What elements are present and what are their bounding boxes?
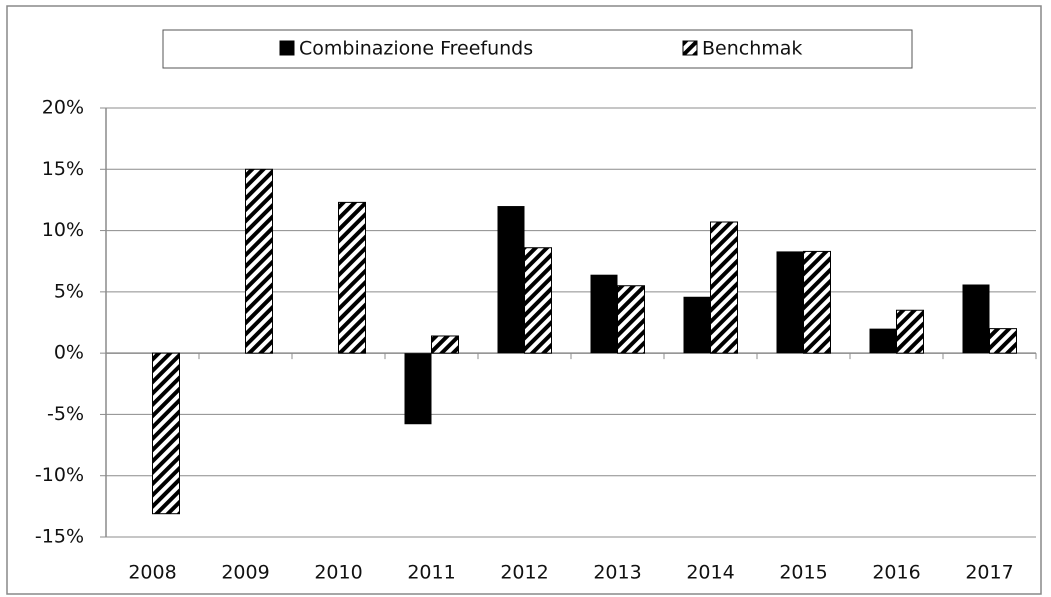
x-tick-label: 2015 — [779, 562, 827, 584]
bar — [803, 250, 831, 354]
x-tick-label: 2009 — [221, 562, 269, 584]
bar — [869, 328, 897, 354]
y-tick-label: -10% — [35, 464, 84, 486]
legend-swatch — [682, 40, 698, 56]
x-tick-label: 2017 — [965, 562, 1013, 584]
bar — [497, 206, 525, 354]
x-tick-label: 2008 — [128, 562, 176, 584]
bar — [962, 284, 990, 354]
x-tick-label: 2016 — [872, 562, 920, 584]
bar — [776, 251, 804, 354]
bar — [245, 168, 273, 354]
legend-label: Benchmak — [702, 38, 802, 60]
legend-label: Combinazione Freefunds — [299, 38, 533, 60]
bar — [710, 221, 738, 354]
bar — [404, 353, 432, 425]
y-tick-label: 10% — [42, 219, 84, 241]
x-tick-label: 2011 — [407, 562, 455, 584]
bar — [989, 328, 1017, 354]
bar — [617, 285, 645, 354]
bar — [896, 309, 924, 354]
y-tick-label: -5% — [47, 403, 84, 425]
x-tick-label: 2014 — [686, 562, 734, 584]
y-tick-label: 5% — [54, 280, 84, 302]
y-tick-label: -15% — [35, 526, 84, 548]
bar — [431, 335, 459, 354]
x-tick-label: 2010 — [314, 562, 362, 584]
bar — [524, 247, 552, 354]
x-tick-label: 2013 — [593, 562, 641, 584]
bar — [152, 352, 180, 515]
legend-swatch — [279, 40, 295, 56]
y-tick-label: 15% — [42, 158, 84, 180]
x-tick-label: 2012 — [500, 562, 548, 584]
y-tick-label: 20% — [42, 97, 84, 119]
bar — [338, 201, 366, 354]
bar — [683, 296, 711, 354]
y-tick-label: 0% — [54, 342, 84, 364]
bar — [590, 274, 618, 354]
